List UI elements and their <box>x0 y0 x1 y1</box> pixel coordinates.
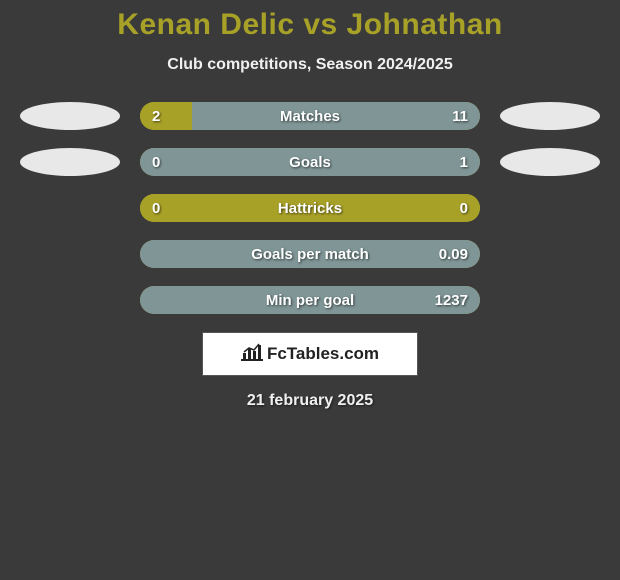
brand-box[interactable]: FcTables.com <box>202 332 418 376</box>
stat-bar: 00Hattricks <box>140 194 480 222</box>
stat-bar: 1237Min per goal <box>140 286 480 314</box>
chart-icon <box>241 343 263 366</box>
stat-bar: 211Matches <box>140 102 480 130</box>
page-title: Kenan Delic vs Johnathan <box>0 8 620 42</box>
oval-spacer <box>20 194 120 222</box>
oval-spacer <box>500 194 600 222</box>
stat-bar: 01Goals <box>140 148 480 176</box>
oval-spacer <box>500 240 600 268</box>
stat-label: Matches <box>140 102 480 130</box>
stat-row: 1237Min per goal <box>0 286 620 314</box>
player-right-oval <box>500 148 600 176</box>
date-label: 21 february 2025 <box>0 392 620 410</box>
stat-label: Goals per match <box>140 240 480 268</box>
player-left-oval <box>20 148 120 176</box>
subtitle: Club competitions, Season 2024/2025 <box>0 56 620 74</box>
stat-row: 00Hattricks <box>0 194 620 222</box>
stat-label: Min per goal <box>140 286 480 314</box>
stat-bar: 0.09Goals per match <box>140 240 480 268</box>
player-right-oval <box>500 102 600 130</box>
stats-area: 211Matches 01Goals 00Hattricks 0.09Goals pe… <box>0 102 620 314</box>
brand-label: FcTables.com <box>267 344 379 364</box>
comparison-container: Kenan Delic vs Johnathan Club competitio… <box>0 0 620 410</box>
stat-row: 01Goals <box>0 148 620 176</box>
oval-spacer <box>20 240 120 268</box>
oval-spacer <box>20 286 120 314</box>
stat-row: 0.09Goals per match <box>0 240 620 268</box>
stat-label: Goals <box>140 148 480 176</box>
stat-row: 211Matches <box>0 102 620 130</box>
player-left-oval <box>20 102 120 130</box>
oval-spacer <box>500 286 600 314</box>
stat-label: Hattricks <box>140 194 480 222</box>
